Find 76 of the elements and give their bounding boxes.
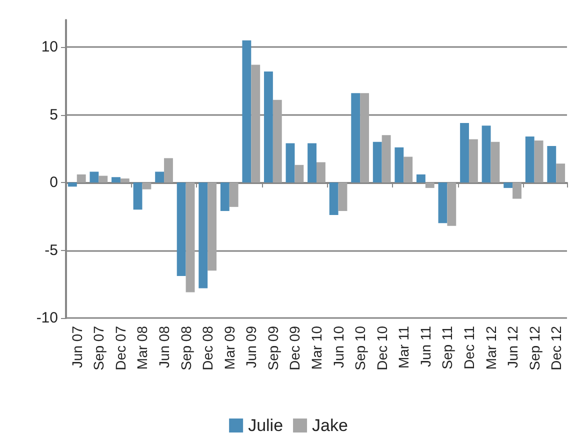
bar [547,146,556,183]
bar [316,162,326,183]
x-tick-label: Sep 10 [352,326,368,370]
x-tick-label: Mar 12 [482,326,499,370]
x-tick-label: Jun 07 [68,326,85,368]
bar [525,136,534,183]
x-tick-label: Sep 09 [264,326,281,370]
x-tick-label: Jun 10 [330,326,346,368]
x-tick-label: Sep 11 [439,326,456,370]
bar [229,182,238,207]
legend-label: Jake [312,416,348,435]
bar [98,176,108,183]
x-tick-label: Mar 10 [308,326,324,370]
bar [251,64,260,183]
bar [447,182,456,226]
x-tick-label: Dec 10 [374,326,390,370]
bar [186,182,195,292]
bar [272,100,282,183]
bar [220,182,230,211]
bar [294,164,304,183]
bar [504,182,513,188]
x-tick-label: Dec 12 [548,326,564,370]
bar [490,142,500,183]
x-tick-label: Jun 11 [417,326,434,367]
x-tick-label: Dec 11 [460,326,477,370]
y-tick-label: -5 [44,242,58,259]
bar [329,182,338,216]
bar [425,182,434,188]
x-tick-label: Jun 12 [504,326,521,368]
bar [338,182,348,211]
bar [286,143,295,183]
y-tick-label: 0 [50,174,58,192]
bar [198,182,208,288]
bar [264,71,273,183]
bar [76,174,86,183]
bar [382,135,391,183]
x-tick-label: Mar 08 [134,326,150,370]
bar [208,182,217,271]
x-tick-label: Sep 08 [178,326,194,370]
bar [438,182,448,224]
bar [90,172,99,183]
bar [242,40,252,183]
bar [155,172,164,183]
y-tick-label: 10 [41,38,58,56]
x-tick-label: Dec 07 [112,326,128,370]
x-tick-label: Dec 08 [200,326,216,370]
x-tick-label: Mar 09 [221,326,238,370]
bar [404,156,413,183]
y-tick-label: 5 [50,106,58,124]
bar [468,139,478,183]
bar [460,122,469,183]
legend-label: Julie [248,416,284,435]
bar [372,142,382,183]
x-tick-label: Mar 11 [396,326,412,369]
bar [133,182,142,210]
bar [351,93,360,183]
bar [394,147,404,183]
x-tick-label: Dec 09 [286,326,303,370]
bar [142,182,152,190]
y-tick-label: -10 [36,310,58,326]
bar [512,182,522,199]
bar [68,182,77,187]
x-tick-label: Sep 07 [90,326,107,370]
bar [534,140,544,183]
bar [308,143,316,183]
bar [112,177,120,183]
bar [416,174,426,183]
bar [164,158,173,183]
bar [556,164,566,183]
x-tick-label: Jun 09 [243,326,260,368]
x-tick-label: Jun 08 [156,326,172,368]
bar [360,93,369,183]
x-tick-label: Sep 12 [526,326,542,370]
bar [120,178,130,183]
bar [176,182,186,276]
bar [482,126,491,183]
